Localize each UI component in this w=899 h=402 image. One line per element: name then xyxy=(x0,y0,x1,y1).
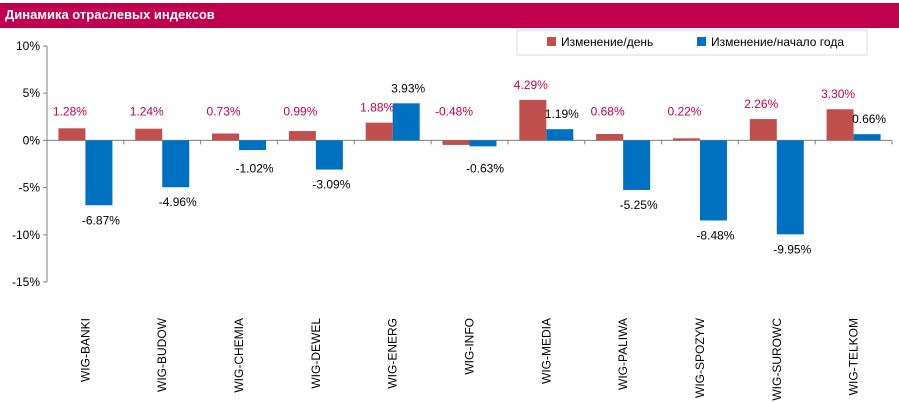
y-tick-label: 10% xyxy=(16,39,40,53)
y-axis: 10% 5% 0% -5% -10% -15% xyxy=(12,39,48,289)
bar-year xyxy=(853,134,881,141)
data-label-day: -0.48% xyxy=(435,104,473,118)
category-labels-layer: WIG-BANKI WIG-BUDOW WIG-CHEMIA WIG-DEWEL WIG… xyxy=(78,317,860,400)
x-category-label: WIG-BANKI xyxy=(78,318,92,382)
data-label-day: 0.68% xyxy=(591,104,625,118)
data-label-year: -3.09% xyxy=(312,178,350,192)
data-label-year: -5.25% xyxy=(620,198,658,212)
x-category-label: WIG-DEWEL xyxy=(309,318,323,389)
data-label-year: -4.96% xyxy=(159,195,197,209)
bar-day xyxy=(749,119,777,141)
x-category-label: WIG-ENERG xyxy=(386,318,400,389)
chart-title: Динамика отраслевых индексов xyxy=(5,7,215,22)
chart-title-bar: Динамика отраслевых индексов xyxy=(0,3,899,28)
bar-year xyxy=(546,129,574,141)
y-tick-label: -10% xyxy=(12,228,40,242)
bar-day xyxy=(58,128,86,141)
x-category-label: WIG-BUDOW xyxy=(155,317,169,392)
bar-day xyxy=(519,99,547,141)
y-tick-label: 0% xyxy=(23,133,41,147)
bar-day xyxy=(826,109,854,141)
bar-day xyxy=(212,133,240,141)
bar-year xyxy=(239,140,267,151)
bar-year xyxy=(162,140,190,188)
bar-year xyxy=(469,140,497,147)
data-label-day: 1.88% xyxy=(360,101,394,115)
bar-day xyxy=(672,138,700,141)
bars-layer xyxy=(58,99,881,235)
x-category-label: WIG-SUROWC xyxy=(770,318,784,401)
data-label-year: -9.95% xyxy=(773,242,811,256)
data-label-day: 2.26% xyxy=(744,97,778,111)
bar-day xyxy=(442,140,470,145)
legend-swatch-year xyxy=(697,37,706,46)
data-label-year: 0.66% xyxy=(852,112,886,126)
data-label-year: -6.87% xyxy=(82,213,120,227)
legend-box xyxy=(516,29,868,56)
x-category-label: WIG-PALIWA xyxy=(616,318,630,390)
data-label-day: 4.29% xyxy=(514,78,548,92)
y-tick-label: -15% xyxy=(12,275,40,289)
bar-year xyxy=(315,140,343,170)
y-tick-label: -5% xyxy=(19,181,41,195)
bar-year xyxy=(623,140,651,190)
y-tick-label: 5% xyxy=(23,86,41,100)
data-label-day: 3.30% xyxy=(821,87,855,101)
bar-day xyxy=(596,133,624,141)
bar-day xyxy=(365,122,393,141)
x-category-label: WIG-TELKOM xyxy=(847,318,861,395)
bar-day xyxy=(288,131,316,141)
data-label-day: 0.99% xyxy=(283,104,317,118)
legend-swatch-day xyxy=(547,37,556,46)
x-category-label: WIG-MEDIA xyxy=(539,318,553,384)
data-labels-layer: 1.28% 1.24% 0.73% 0.99% 1.88% -0.48% 4.29% 0.68… xyxy=(53,78,887,256)
x-category-label: WIG-SPOZYW xyxy=(693,317,707,398)
data-label-year: -1.02% xyxy=(236,161,274,175)
data-label-year: 3.93% xyxy=(391,81,425,95)
data-label-day: 0.22% xyxy=(667,104,701,118)
data-label-year: 1.19% xyxy=(545,107,579,121)
x-category-label: WIG-INFO xyxy=(463,318,477,375)
data-label-day: 1.24% xyxy=(130,104,164,118)
legend-label-day: Изменение/день xyxy=(561,35,653,49)
bar-year xyxy=(776,140,804,235)
bar-year xyxy=(85,140,113,206)
data-label-day: 1.28% xyxy=(53,104,87,118)
legend: Изменение/день Изменение/начало года xyxy=(516,29,868,56)
data-label-year: -0.63% xyxy=(466,161,504,175)
data-label-year: -8.48% xyxy=(696,228,734,242)
legend-label-year: Изменение/начало года xyxy=(711,35,844,49)
x-category-label: WIG-CHEMIA xyxy=(232,318,246,393)
bar-year xyxy=(392,103,420,141)
bar-day xyxy=(135,128,163,141)
data-label-day: 0.73% xyxy=(207,104,241,118)
bar-year xyxy=(699,140,727,221)
